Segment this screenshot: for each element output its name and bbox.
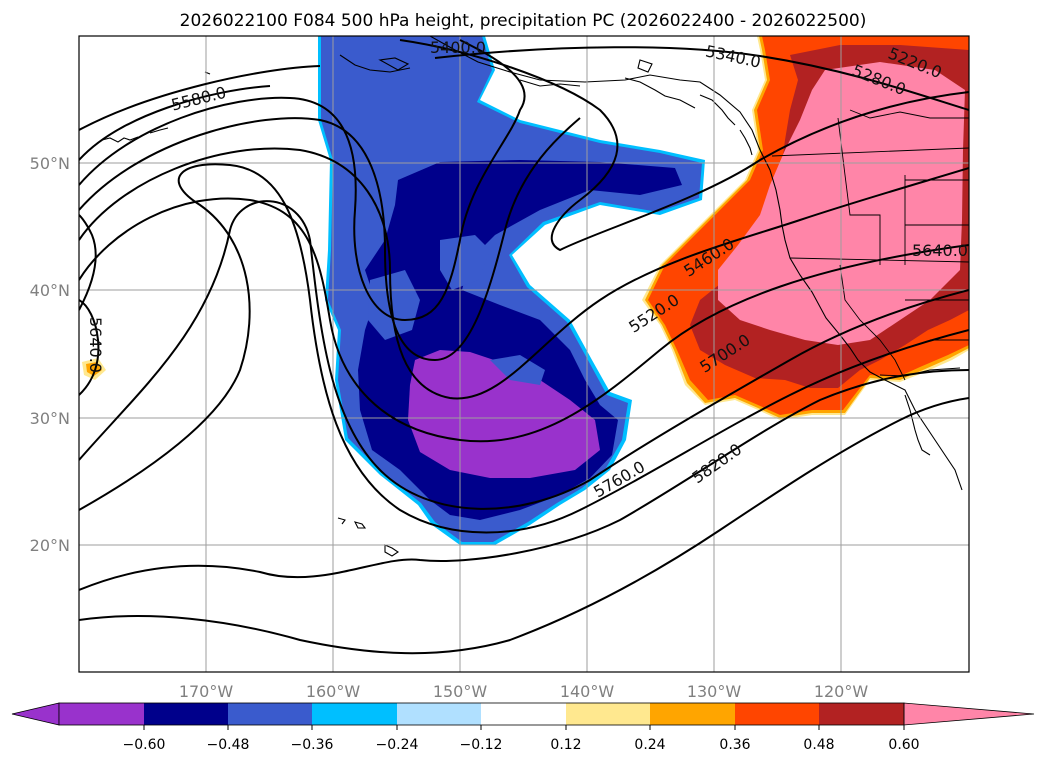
lon-tick-label: 160°W (306, 682, 361, 701)
colorbar-tick-label: −0.24 (376, 737, 419, 753)
colorbar-swatch (735, 703, 819, 725)
colorbar-swatch (481, 703, 566, 725)
colorbar-swatch (144, 703, 228, 725)
contour-label: 5640.0 (86, 317, 105, 373)
colorbar-swatch (819, 703, 904, 725)
colorbar-swatch (650, 703, 735, 725)
lon-tick-label: 140°W (560, 682, 615, 701)
figure-title: 2026022100 F084 500 hPa height, precipit… (180, 11, 867, 31)
colorbar-swatch (397, 703, 481, 725)
colorbar-swatch (228, 703, 312, 725)
latitude-labels: 50°N 40°N 30°N 20°N (30, 154, 70, 555)
lat-tick-label: 30°N (30, 409, 70, 428)
colorbar-tick-label: −0.60 (123, 737, 166, 753)
graticule (79, 36, 969, 672)
map-frame (78, 35, 970, 673)
colorbar-tick-label: 0.12 (550, 737, 581, 753)
colorbar-swatch (312, 703, 397, 725)
colorbar: −0.60 −0.48 −0.36 −0.24 −0.12 0.12 0.24 … (11, 702, 1035, 753)
political-borders (771, 109, 969, 381)
colorbar-swatch (59, 703, 144, 725)
colorbar-swatch (566, 703, 650, 725)
colorbar-tick-label: −0.12 (460, 737, 503, 753)
lat-tick-label: 40°N (30, 281, 70, 300)
colorbar-tick-label: 0.60 (888, 737, 919, 753)
positive-anomaly-region (82, 36, 969, 420)
lon-tick-label: 150°W (433, 682, 488, 701)
colorbar-tick-label: 0.48 (803, 737, 834, 753)
colorbar-extend-high (903, 702, 1035, 726)
colorbar-tick-label: 0.36 (719, 737, 750, 753)
colorbar-extend-low (11, 702, 60, 726)
lat-tick-label: 20°N (30, 536, 70, 555)
height-contours (79, 39, 969, 655)
contour-label: 5640.0 (912, 241, 968, 260)
contour-label: 5400.0 (430, 38, 486, 57)
colorbar-tick-label: −0.48 (207, 737, 250, 753)
lon-tick-label: 120°W (814, 682, 869, 701)
lon-tick-label: 130°W (687, 682, 742, 701)
map-area: 5400.0 5340.0 5220.0 5280.0 5580.0 5460.… (79, 36, 969, 672)
lon-tick-label: 170°W (179, 682, 234, 701)
longitude-labels: 170°W 160°W 150°W 140°W 130°W 120°W (179, 682, 869, 701)
lat-tick-label: 50°N (30, 154, 70, 173)
colorbar-tick-label: −0.36 (291, 737, 334, 753)
colorbar-tick-label: 0.24 (634, 737, 665, 753)
